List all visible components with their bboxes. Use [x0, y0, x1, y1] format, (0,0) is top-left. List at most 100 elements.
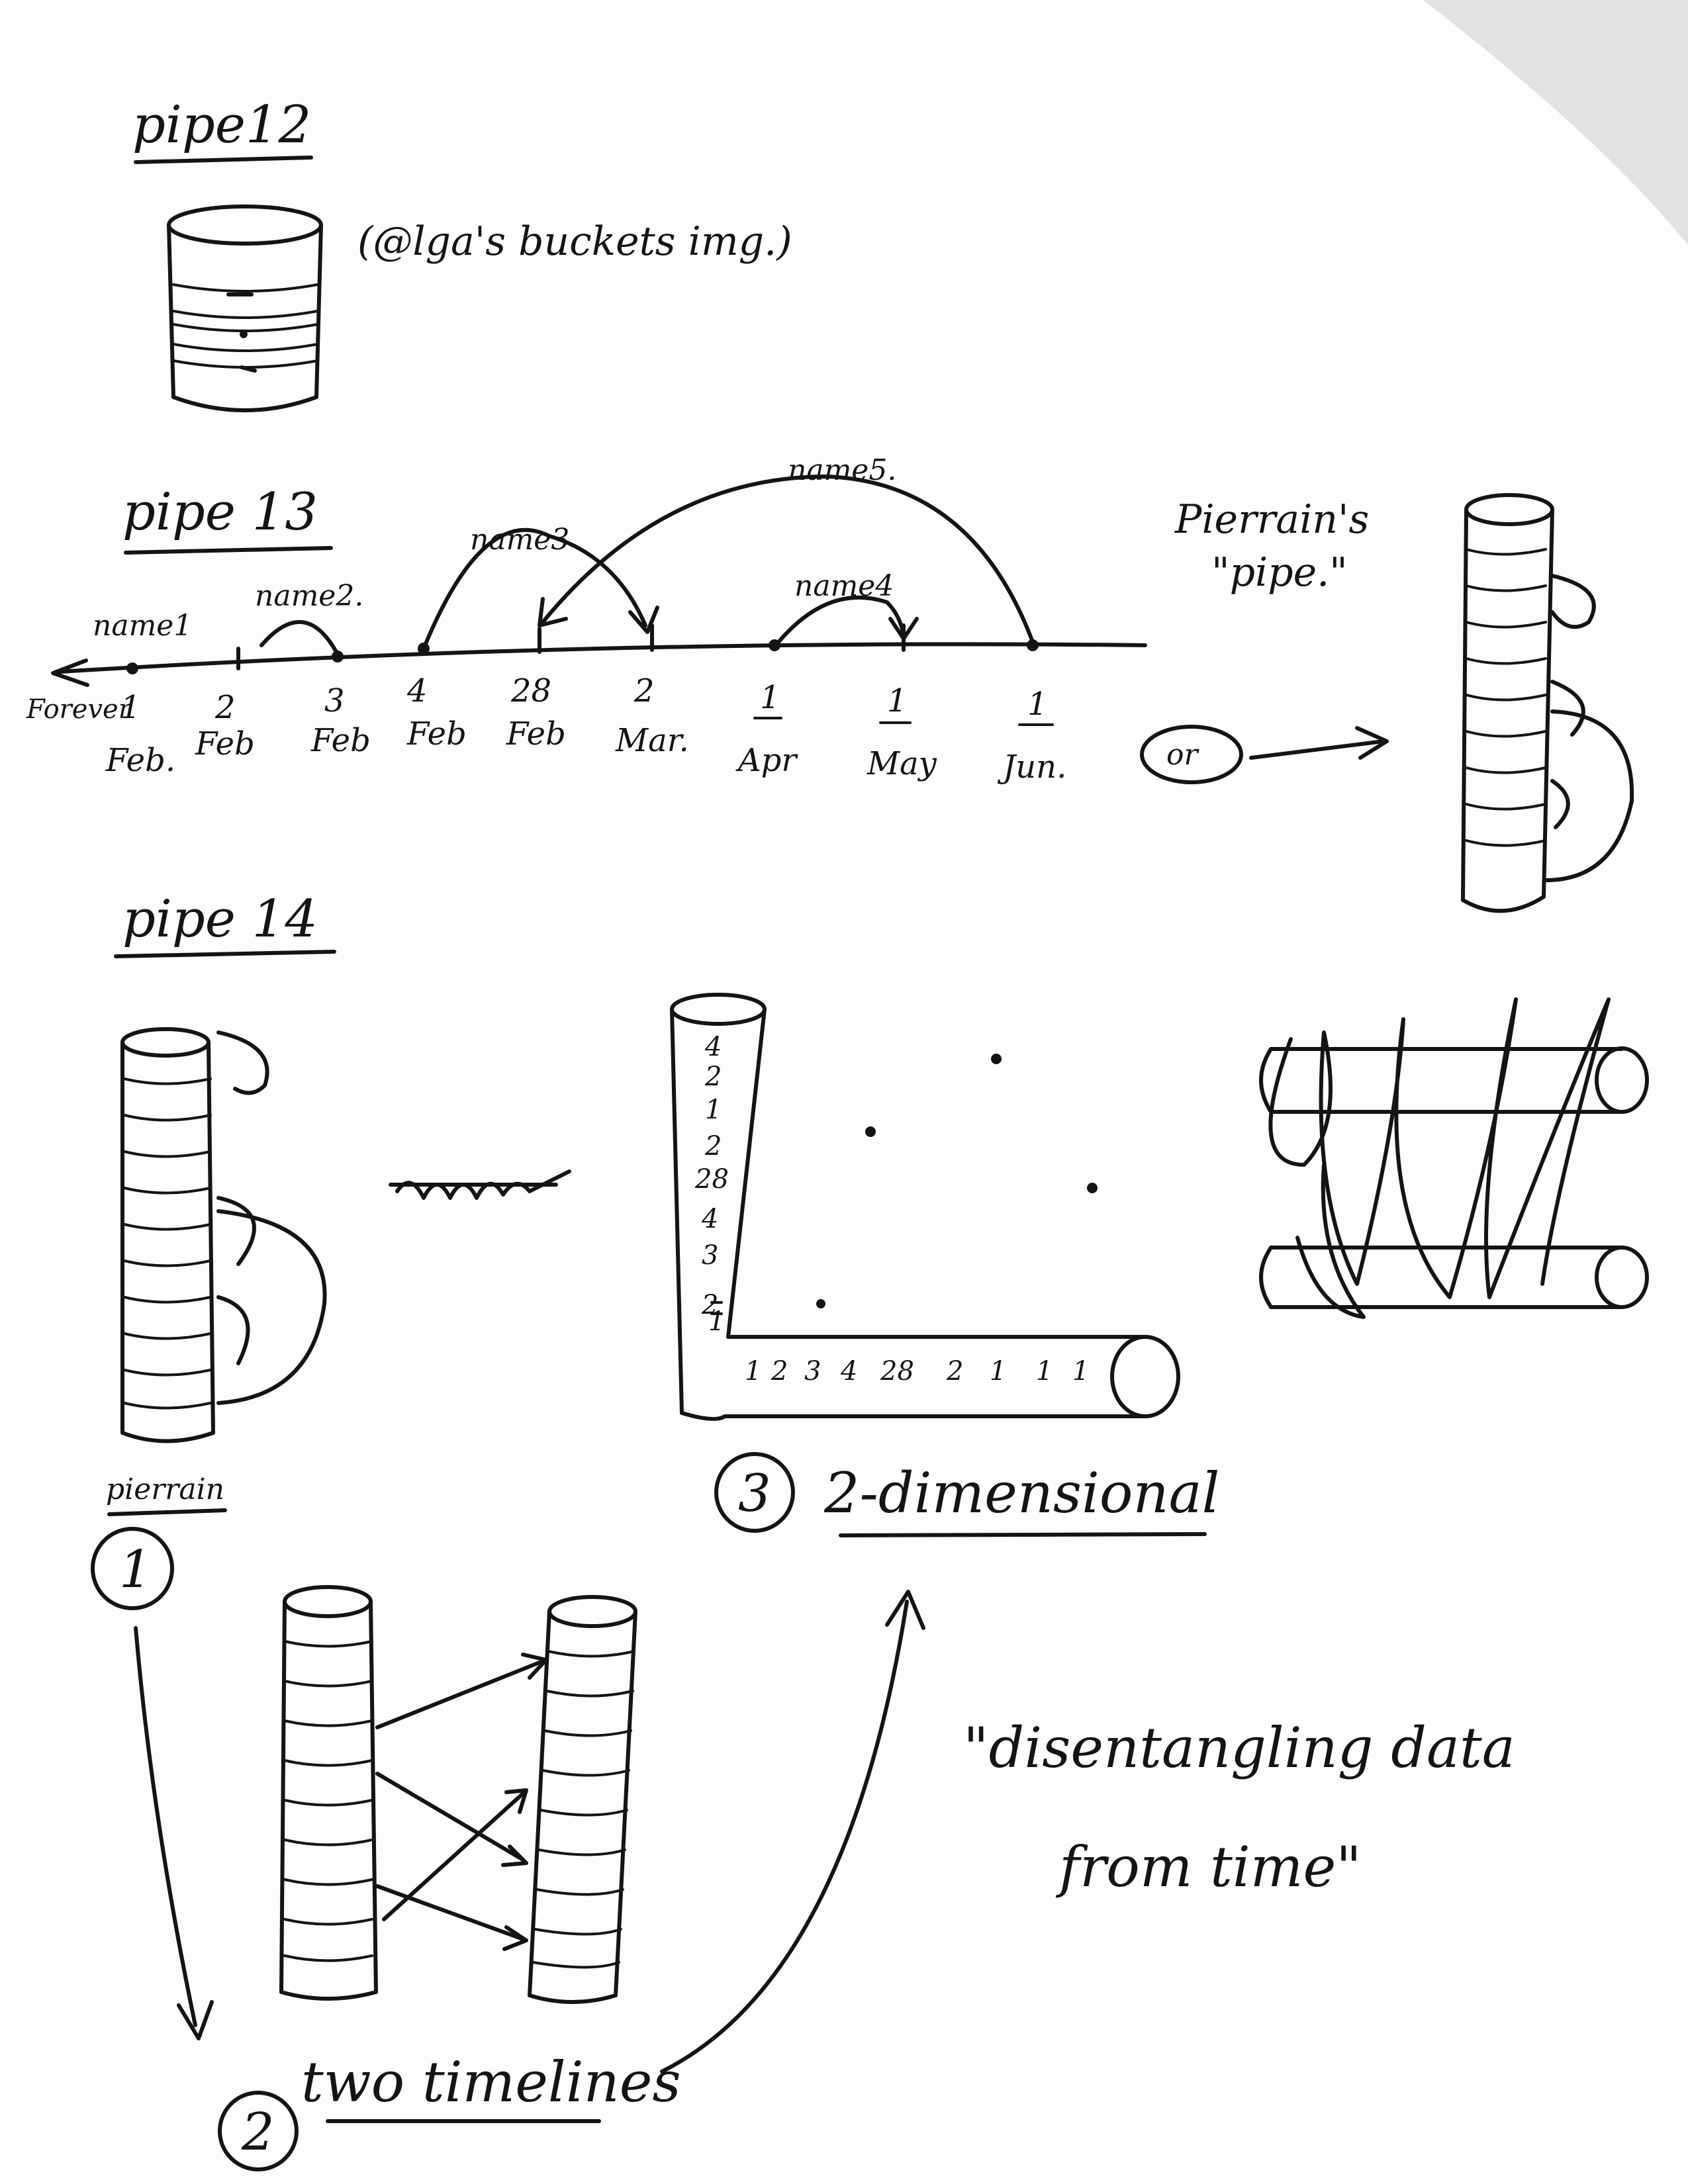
axis-value: 2: [704, 1062, 722, 1092]
axis-value: 2: [704, 1131, 722, 1161]
svg-text:Feb.: Feb.: [105, 742, 175, 779]
timeline-tick: 3 Feb: [310, 682, 371, 759]
timeline-start-label: Forever: [26, 694, 133, 725]
arc-label: name3: [470, 523, 569, 557]
svg-text:Feb: Feb: [195, 725, 255, 762]
arrow-option1-to-option2-head: [177, 2000, 214, 2040]
option2-label: two timelines: [301, 2050, 681, 2115]
svg-text:1: 1: [760, 679, 780, 716]
option3-label-underline: [839, 1532, 1207, 1537]
arc-label: name5.: [788, 453, 896, 487]
svg-text:Feb: Feb: [310, 722, 371, 759]
option3-number: 3: [738, 1464, 771, 1524]
axis-value: 4: [704, 1032, 722, 1062]
arc-label: name2.: [255, 579, 363, 613]
timeline-tick: 1 May: [867, 682, 937, 782]
pipe13-section: pipe 13 Forever 1 Feb. 2 Feb 3 Feb: [26, 453, 1634, 913]
timeline-ticks: 1 Feb. 2 Feb 3 Feb 4 Feb 28 Feb: [105, 672, 1066, 786]
timeline-arrowhead: [51, 659, 89, 687]
arrow-option2-to-option3: [660, 1600, 909, 2073]
svg-text:Mar.: Mar.: [615, 722, 689, 759]
page-corner-fold: [1423, 0, 1688, 245]
bucket-drawing: [167, 205, 323, 412]
pipe13-title: pipe 13: [122, 482, 318, 542]
quote-section: "disentangling data from time": [963, 1715, 1515, 1899]
timeline-tick: 1 Feb.: [105, 689, 175, 779]
arc-label: name1: [93, 609, 192, 643]
name4-arrowhead: [888, 617, 919, 641]
axis-value: 3: [804, 1356, 821, 1387]
timeline-tick: 4 Feb: [406, 672, 467, 752]
axis-value: 28: [880, 1356, 914, 1387]
or-connector: or: [1140, 725, 1389, 784]
svg-text:Feb: Feb: [406, 715, 467, 752]
svg-text:Jun.: Jun.: [997, 749, 1066, 786]
svg-text:3: 3: [324, 682, 345, 719]
axis-value: 2: [771, 1356, 788, 1387]
buckets-note: (@lga's buckets img.): [357, 218, 792, 265]
scatter-points: [710, 1054, 1098, 1315]
option1-pierrain: pierrain 1: [91, 1027, 327, 1610]
name5-arrowhead: [538, 597, 568, 627]
or-label: or: [1166, 738, 1199, 772]
timeline-tick: 2 Mar.: [615, 672, 689, 759]
svg-text:28: 28: [510, 672, 551, 709]
pipe14-title-underline: [114, 950, 336, 958]
svg-text:1: 1: [887, 682, 908, 719]
axis-value: 1: [1072, 1356, 1089, 1387]
pipe13-title-underline: [124, 546, 333, 555]
pierrain-pipe-drawing: [1461, 493, 1634, 913]
option2-two-timelines: two timelines 2: [218, 1585, 681, 2171]
svg-text:4: 4: [406, 672, 428, 709]
arrow-option2-to-option3-head: [885, 1590, 925, 1630]
timeline-arcs: [259, 475, 1035, 654]
quote-line-2: from time": [1055, 1835, 1362, 1899]
axis-value: 3: [702, 1240, 718, 1271]
pierrain-caption: Pierrain's: [1174, 496, 1369, 543]
svg-text:2: 2: [214, 689, 236, 726]
timeline-axis: [58, 642, 1147, 674]
option3-two-dimensional: 4 2 1 2 28 4 3 2 1 1 2 3 4 28 2 1 1 1: [670, 993, 1220, 1537]
pipe14-title: pipe 14: [122, 889, 318, 949]
timeline-tick: 2 Feb: [195, 689, 255, 762]
name4-arc: [774, 595, 906, 647]
pipe12-title-underline: [134, 156, 313, 164]
quote-line-1: "disentangling data: [963, 1715, 1515, 1780]
timeline-tick: 1 Jun.: [997, 686, 1066, 786]
crossed-out-double-pipe: [1259, 997, 1649, 1319]
axis-value: 4: [701, 1204, 718, 1234]
axis-value: 2: [701, 1290, 718, 1320]
axis-value: 1: [705, 1095, 722, 1125]
svg-text:1: 1: [1027, 686, 1048, 723]
arc-label: name4: [794, 569, 894, 603]
axis-value: 28: [694, 1164, 729, 1195]
option1-label: pierrain: [106, 1473, 224, 1506]
vertical-axis-values: 4 2 1 2 28 4 3 2 1: [694, 1032, 729, 1337]
pierrain-caption-sub: "pipe.": [1211, 549, 1348, 596]
option2-number: 2: [241, 2103, 275, 2162]
pipe12-section: pipe12 (@lga's buckets img.): [132, 95, 792, 412]
option3-label: 2-dimensional: [823, 1461, 1220, 1525]
timeline-tick: 1 Apr: [735, 679, 798, 779]
name3-arc: [422, 527, 647, 651]
pipe12-title: pipe12: [132, 95, 311, 155]
arc-labels: name1 name2. name3 name4 name5.: [93, 453, 896, 643]
name2-arc: [259, 620, 338, 654]
svg-text:Apr: Apr: [735, 742, 798, 779]
axis-value: 1: [990, 1356, 1006, 1387]
name5-arc: [541, 475, 1035, 644]
option1-number: 1: [119, 1540, 152, 1600]
svg-text:2: 2: [633, 672, 655, 709]
svg-text:Feb: Feb: [506, 715, 566, 752]
axis-value: 1: [745, 1356, 761, 1387]
arrow-option1-to-option2: [134, 1626, 197, 2027]
axis-value: 4: [840, 1356, 857, 1387]
axis-value: 1: [1036, 1356, 1053, 1387]
timeline-tick: 28 Feb: [506, 672, 566, 752]
axis-value: 2: [946, 1356, 963, 1387]
svg-text:1: 1: [120, 689, 141, 726]
svg-text:May: May: [867, 745, 937, 782]
axis-value: 1: [708, 1306, 725, 1337]
